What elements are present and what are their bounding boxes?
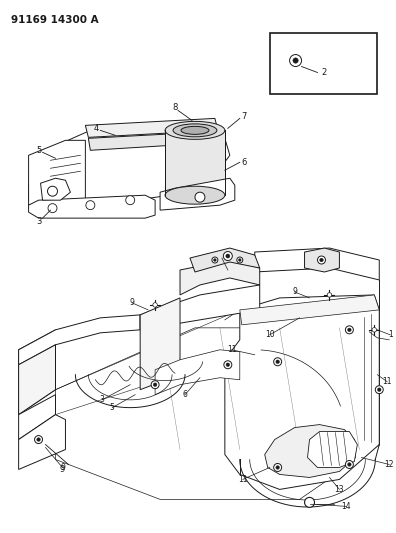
Circle shape — [212, 257, 218, 263]
Text: 2: 2 — [322, 68, 327, 77]
Polygon shape — [19, 345, 55, 415]
Text: 12: 12 — [385, 460, 394, 469]
Polygon shape — [19, 315, 140, 365]
Text: 11: 11 — [238, 475, 248, 484]
Ellipse shape — [173, 124, 217, 137]
Text: 11: 11 — [383, 377, 392, 386]
Circle shape — [276, 466, 280, 469]
Circle shape — [151, 381, 159, 389]
Polygon shape — [255, 248, 379, 280]
Circle shape — [224, 361, 232, 369]
Text: 7: 7 — [241, 112, 246, 121]
Polygon shape — [225, 295, 379, 489]
Ellipse shape — [165, 122, 225, 139]
Circle shape — [86, 200, 95, 209]
Text: 1: 1 — [388, 330, 392, 340]
Text: 3: 3 — [100, 395, 105, 404]
Circle shape — [34, 435, 42, 443]
Polygon shape — [160, 178, 235, 210]
Polygon shape — [190, 248, 260, 272]
Text: 11: 11 — [227, 345, 236, 354]
Polygon shape — [29, 195, 155, 218]
Circle shape — [318, 256, 326, 264]
Polygon shape — [265, 425, 355, 478]
Circle shape — [348, 463, 351, 466]
Circle shape — [126, 196, 135, 205]
Text: 8: 8 — [219, 254, 224, 263]
Circle shape — [238, 259, 241, 261]
Polygon shape — [29, 140, 86, 205]
Text: 5: 5 — [110, 403, 115, 412]
Bar — [165, 131, 225, 195]
Circle shape — [276, 360, 280, 364]
Circle shape — [48, 204, 57, 213]
Polygon shape — [86, 118, 218, 138]
Ellipse shape — [181, 126, 209, 134]
Circle shape — [237, 257, 243, 263]
Text: 14: 14 — [342, 502, 351, 511]
Text: 9: 9 — [60, 465, 65, 474]
Circle shape — [153, 383, 157, 386]
Polygon shape — [29, 125, 230, 210]
Circle shape — [213, 259, 216, 261]
Text: 6: 6 — [183, 390, 187, 399]
Circle shape — [327, 293, 332, 297]
Circle shape — [226, 254, 230, 258]
Circle shape — [274, 464, 282, 472]
Text: 10: 10 — [265, 330, 274, 340]
Circle shape — [348, 328, 351, 332]
Circle shape — [320, 258, 323, 262]
Text: 4: 4 — [94, 124, 99, 133]
Circle shape — [37, 438, 40, 441]
Text: 9: 9 — [130, 298, 135, 308]
Circle shape — [226, 363, 230, 367]
Text: 5: 5 — [36, 146, 41, 155]
Circle shape — [305, 497, 314, 507]
Text: 9: 9 — [292, 287, 297, 296]
Circle shape — [153, 303, 157, 307]
Circle shape — [289, 54, 302, 67]
Text: 6: 6 — [241, 158, 246, 167]
Text: 13: 13 — [335, 485, 344, 494]
Circle shape — [345, 461, 353, 469]
Ellipse shape — [165, 186, 225, 204]
Circle shape — [195, 192, 205, 202]
Polygon shape — [55, 328, 379, 499]
Polygon shape — [19, 330, 55, 415]
Text: 91169 14300 A: 91169 14300 A — [11, 15, 98, 25]
Polygon shape — [19, 415, 65, 470]
Polygon shape — [240, 295, 379, 325]
Circle shape — [377, 388, 381, 391]
Circle shape — [223, 252, 232, 261]
Polygon shape — [180, 260, 260, 295]
Bar — [270, 33, 377, 94]
Circle shape — [375, 386, 383, 394]
Circle shape — [372, 328, 377, 332]
Text: 9: 9 — [60, 463, 65, 472]
Circle shape — [274, 358, 282, 366]
Polygon shape — [40, 178, 70, 200]
Polygon shape — [88, 131, 220, 150]
Polygon shape — [305, 248, 339, 272]
Circle shape — [293, 58, 298, 63]
Polygon shape — [155, 350, 240, 394]
Polygon shape — [140, 285, 260, 330]
Polygon shape — [140, 298, 180, 390]
Text: 3: 3 — [36, 216, 41, 225]
Polygon shape — [308, 432, 357, 467]
Polygon shape — [19, 394, 55, 440]
Circle shape — [48, 186, 57, 196]
Text: 8: 8 — [172, 103, 178, 112]
Circle shape — [345, 326, 353, 334]
